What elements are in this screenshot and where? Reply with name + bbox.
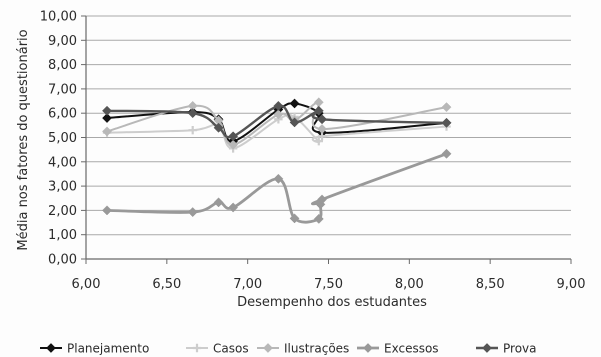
y-tick-label: 2,00 [48, 204, 77, 219]
y-tick-label: 9,00 [48, 34, 77, 49]
data-point-casos [314, 136, 323, 146]
legend: Planejamento Casos Ilustrações Excessos Prov… [40, 341, 537, 355]
legend-label: Casos [213, 341, 249, 355]
plot-series [102, 97, 452, 224]
data-point-ilustracoes [317, 124, 327, 134]
data-point-ilustracoes [228, 139, 239, 150]
legend-marker-casos [192, 343, 202, 353]
data-point-prova [317, 114, 327, 125]
x-tick-label: 7,50 [314, 277, 343, 292]
data-point-excessos [228, 202, 239, 213]
data-point-prova [441, 117, 452, 128]
legend-marker-planejamento [46, 343, 56, 353]
x-tick-label: 6,00 [72, 277, 101, 292]
legend-label: Excessos [384, 341, 439, 355]
data-point-excessos [213, 197, 224, 208]
data-point-ilustracoes [102, 126, 112, 137]
data-point-excessos [441, 148, 452, 159]
data-point-ilustracoes [313, 97, 324, 108]
legend-marker-ilustracoes [263, 343, 273, 353]
data-point-casos [188, 126, 197, 135]
data-point-excessos [187, 207, 198, 218]
data-point-prova [102, 105, 112, 116]
series-prova [102, 100, 452, 142]
data-point-prova [289, 117, 300, 128]
y-tick-label: 5,00 [48, 131, 77, 146]
y-tick-label: 6,00 [48, 107, 77, 122]
x-tick-label: 6,50 [152, 277, 181, 292]
data-point-excessos [273, 173, 284, 184]
x-tick-label: 8,50 [476, 277, 505, 292]
data-point-excessos [313, 213, 324, 224]
y-tick-label: 8,00 [48, 58, 77, 73]
legend-label: Prova [503, 341, 537, 355]
x-tick-label: 8,00 [395, 277, 424, 292]
legend-item-prova: Prova [476, 341, 537, 355]
y-tick-label: 1,00 [48, 228, 77, 243]
data-point-excessos [289, 213, 300, 224]
y-tick-label: 0,00 [48, 253, 77, 268]
legend-label: Planejamento [67, 341, 149, 355]
data-point-ilustracoes [441, 102, 452, 113]
y-tick-label: 3,00 [48, 180, 77, 195]
series-casos [102, 112, 451, 153]
data-point-prova [213, 122, 224, 133]
data-point-excessos [317, 194, 327, 205]
legend-item-ilustracoes: Ilustrações [257, 341, 349, 355]
data-point-ilustracoes [273, 109, 284, 120]
data-point-prova [228, 131, 239, 142]
series-line-excessos [105, 152, 448, 224]
data-point-planejamento [289, 98, 300, 109]
legend-item-excessos: Excessos [357, 341, 439, 355]
series-excessos [102, 148, 452, 224]
legend-item-planejamento: Planejamento [40, 341, 149, 355]
y-tick-label: 4,00 [48, 155, 77, 170]
data-point-prova [187, 108, 198, 119]
axes: 0,00 1,00 2,00 3,00 4,00 5,00 6,00 7,00 8,00 9,00… [40, 10, 586, 293]
data-point-prova [313, 105, 324, 116]
x-tick-label: 9,00 [557, 277, 586, 292]
gridlines [86, 15, 571, 236]
legend-marker-excessos [363, 343, 373, 353]
data-point-prova [273, 100, 284, 111]
legend-marker-prova [482, 343, 492, 353]
y-axis-title: Média nos fatores do questionário [16, 29, 31, 250]
y-tick-label: 10,00 [40, 10, 77, 25]
legend-label: Ilustrações [284, 341, 349, 355]
legend-item-casos: Casos [186, 341, 249, 355]
data-point-excessos [102, 205, 112, 216]
x-axis-title: Desempenho dos estudantes [237, 295, 427, 310]
x-tick-label: 7,00 [233, 277, 262, 292]
y-tick-label: 7,00 [48, 82, 77, 97]
data-point-planejamento [102, 113, 112, 124]
